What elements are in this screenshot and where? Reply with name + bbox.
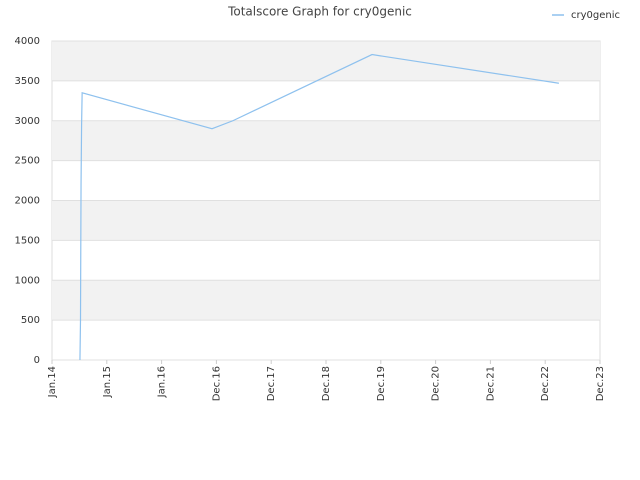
x-tick-label: Jan.16 (157, 366, 168, 398)
x-tick-label: Jan.15 (102, 366, 113, 398)
y-tick-label: 4000 (15, 36, 40, 47)
x-tick-label: Dec.20 (431, 366, 442, 401)
y-tick-label: 2000 (15, 196, 40, 207)
y-tick-label: 500 (21, 315, 40, 326)
x-tick-label: Dec.21 (485, 366, 496, 401)
y-tick-label: 3500 (15, 76, 40, 87)
grid-band (52, 120, 600, 161)
x-tick-label: Dec.18 (321, 366, 332, 401)
x-tick-label: Dec.17 (266, 366, 277, 401)
y-tick-label: 3000 (15, 116, 40, 127)
y-tick-label: 0 (34, 355, 40, 366)
legend-label: cry0genic (571, 10, 620, 21)
chart-title: Totalscore Graph for cry0genic (227, 5, 412, 19)
grid-band (52, 280, 600, 321)
x-tick-label: Dec.23 (595, 366, 606, 401)
y-tick-label: 2500 (15, 156, 40, 167)
x-tick-label: Jan.14 (47, 366, 58, 398)
y-tick-label: 1000 (15, 275, 40, 286)
x-tick-label: Dec.16 (211, 366, 222, 401)
data-line (79, 53, 559, 361)
x-tick-label: Dec.22 (540, 366, 551, 401)
x-tick-label: Dec.19 (376, 366, 387, 401)
grid-band (52, 200, 600, 241)
grid-band (52, 41, 600, 81)
y-tick-label: 1500 (15, 235, 40, 246)
